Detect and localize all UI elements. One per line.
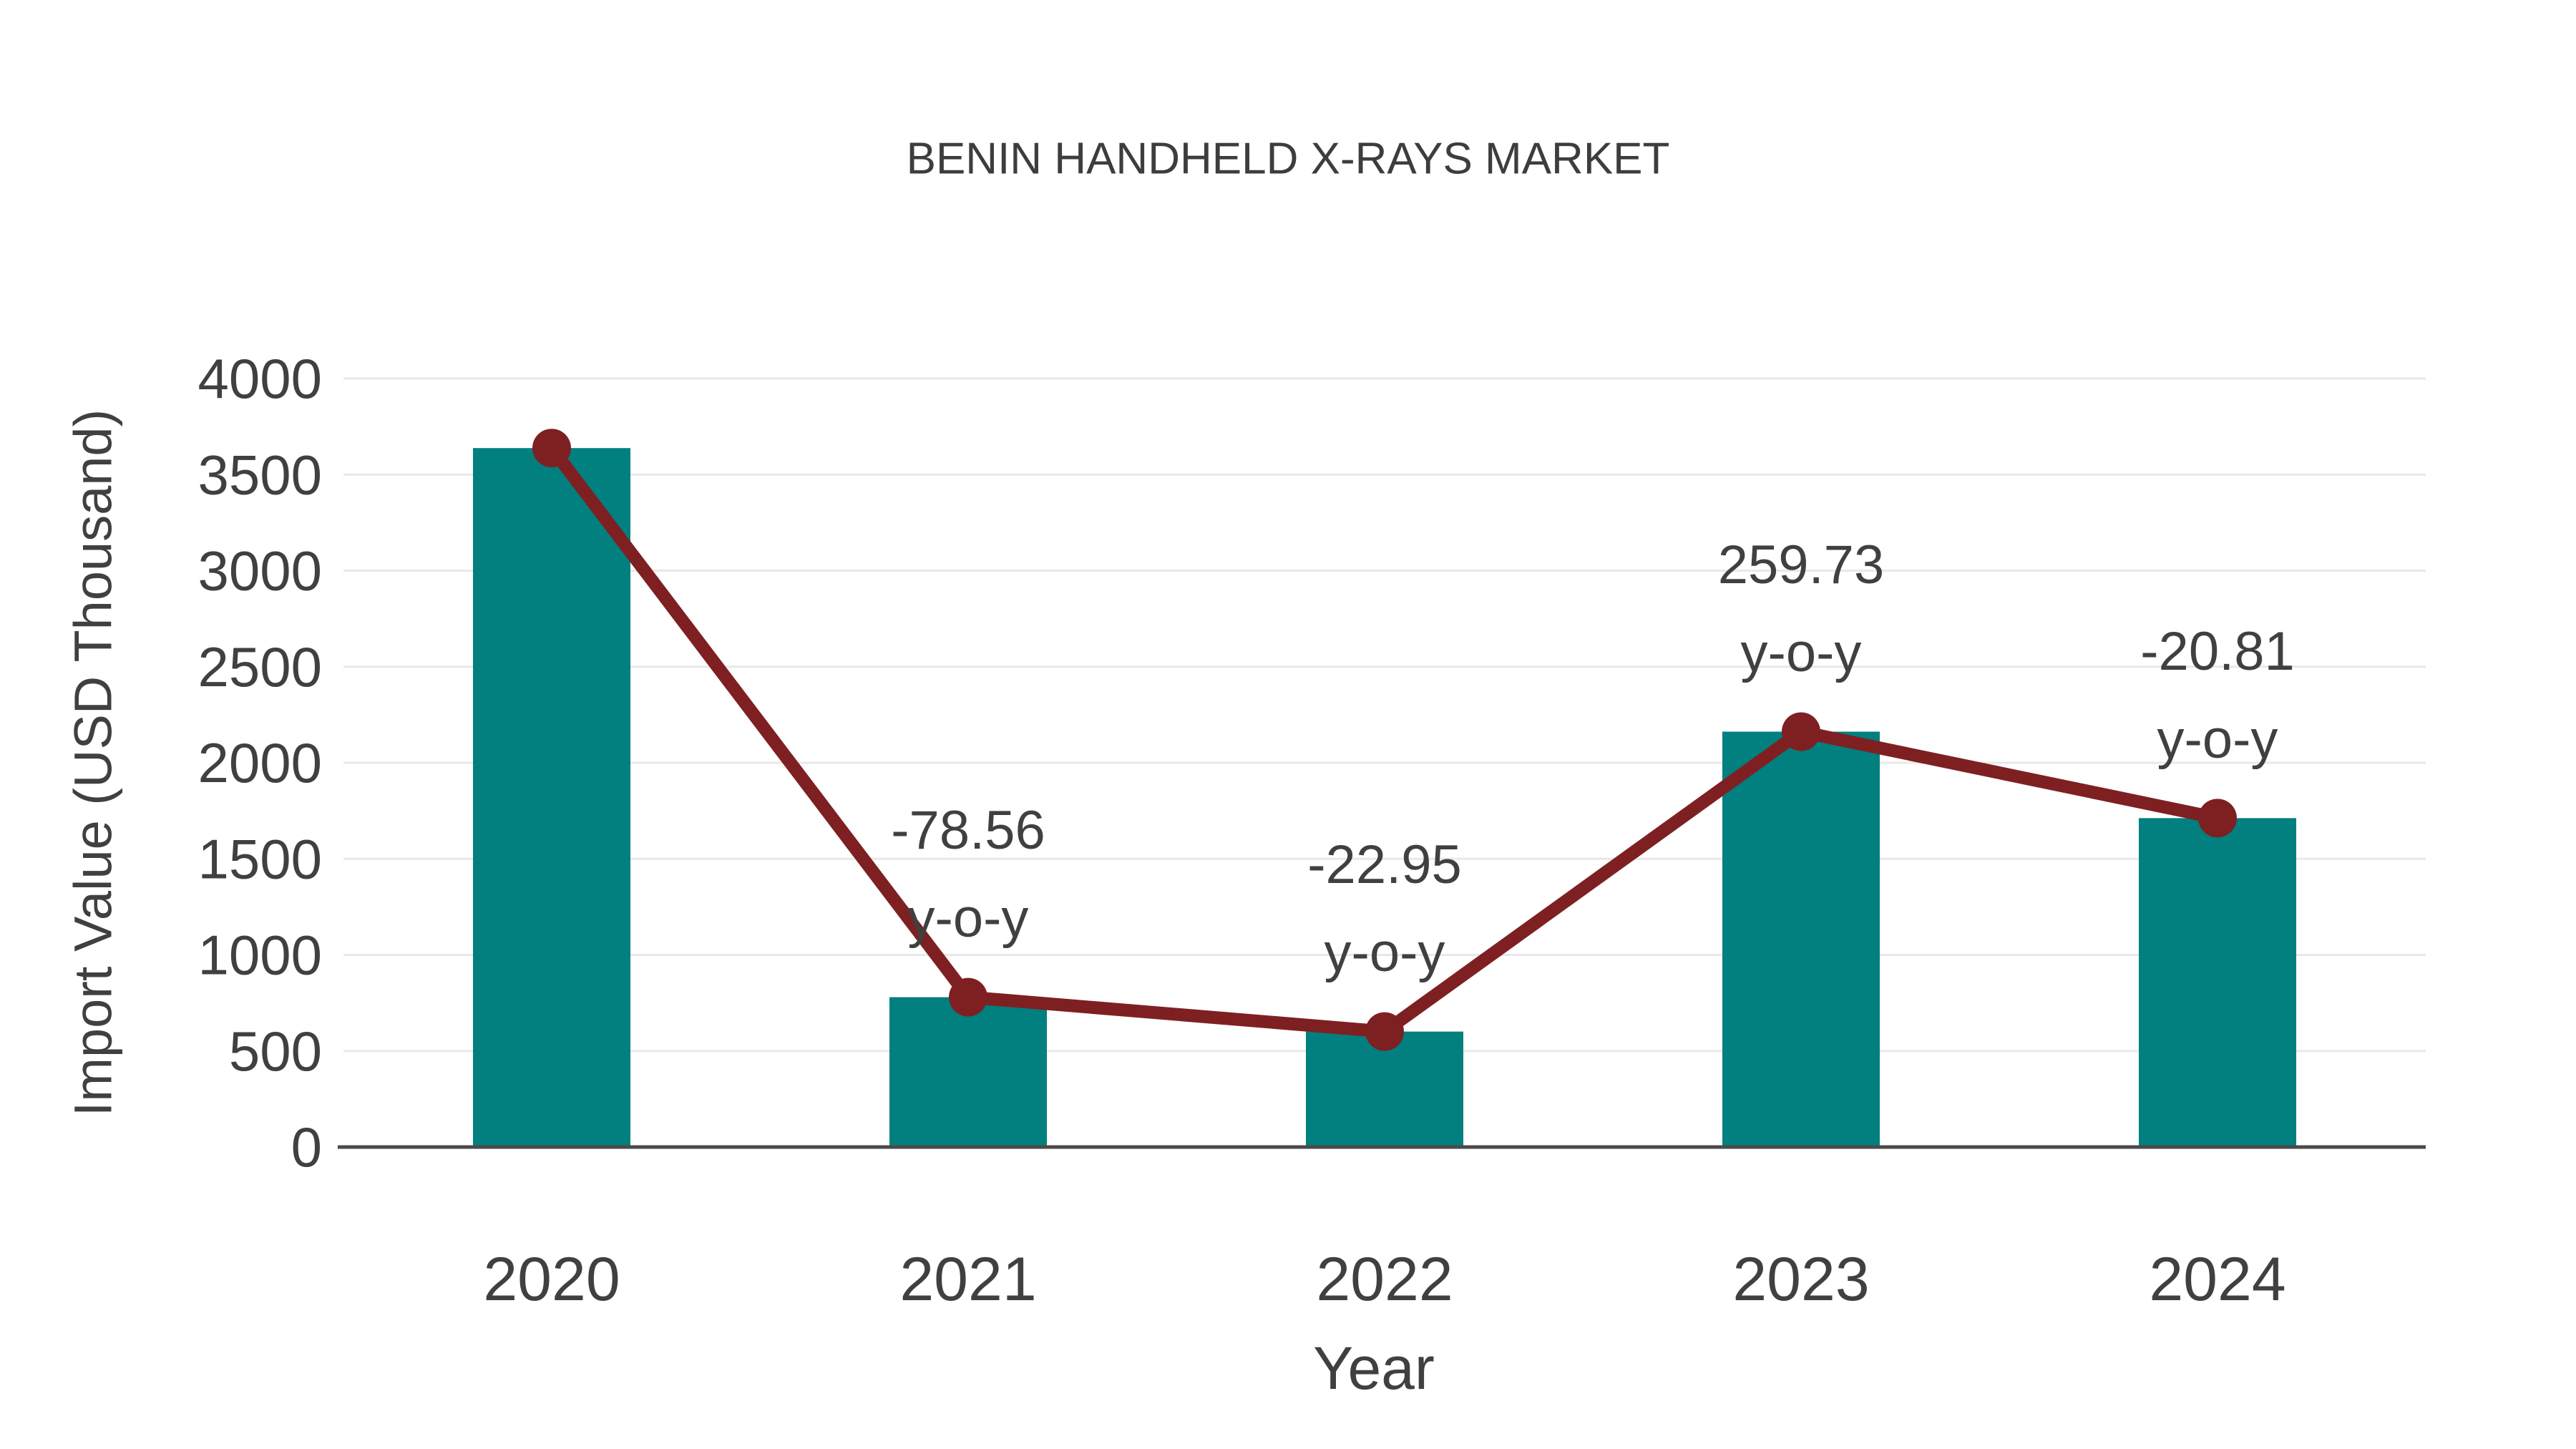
y-axis-tick-labels: 0 500 1000 1500 2000 2500 3000 3500 4000 (197, 347, 322, 1179)
x-tick-label-2024: 2024 (2149, 1245, 2285, 1314)
annotation-value-2024: -20.81 (2140, 621, 2295, 682)
annotations: -78.56 y-o-y -22.95 y-o-y 259.73 y-o-y -20.81 y… (891, 535, 2295, 983)
annotation-value-2021: -78.56 (891, 800, 1045, 861)
line-marker-2021 (949, 977, 987, 1017)
bar-2023 (1722, 731, 1880, 1147)
gridlines (343, 377, 2426, 1053)
annotation-value-2023: 259.73 (1718, 535, 1884, 595)
annotation-yoy-2021: y-o-y (908, 888, 1029, 949)
bar-series (473, 448, 2296, 1147)
line-marker-2023 (1782, 712, 1820, 751)
y-tick-label-500: 500 (229, 1020, 322, 1083)
chart-title: BENIN HANDHELD X-RAYS MARKET (907, 135, 1670, 184)
line-marker-2022 (1365, 1012, 1404, 1051)
y-tick-label-0: 0 (291, 1116, 322, 1179)
x-tick-label-2020: 2020 (483, 1245, 620, 1314)
annotation-yoy-2022: y-o-y (1324, 922, 1445, 983)
x-axis-tick-labels: 2020 2021 2022 2023 2024 (483, 1245, 2285, 1314)
y-tick-label-2500: 2500 (197, 635, 322, 698)
annotation-yoy-2023: y-o-y (1741, 623, 1862, 683)
x-tick-label-2023: 2023 (1732, 1245, 1869, 1314)
y-tick-label-2000: 2000 (197, 731, 322, 794)
y-axis-title: Import Value (USD Thousand) (64, 409, 123, 1117)
y-tick-label-1000: 1000 (197, 924, 322, 987)
bar-2020 (473, 448, 630, 1147)
y-tick-label-1500: 1500 (197, 827, 322, 890)
annotation-yoy-2024: y-o-y (2157, 709, 2278, 770)
x-tick-label-2021: 2021 (899, 1245, 1036, 1314)
line-series (532, 429, 2237, 1051)
bar-2024 (2139, 818, 2296, 1147)
y-tick-label-3000: 3000 (197, 540, 322, 602)
line-marker-2020 (532, 429, 571, 468)
y-tick-label-4000: 4000 (197, 347, 322, 410)
x-axis-title: Year (1313, 1335, 1435, 1402)
annotation-value-2022: -22.95 (1307, 834, 1462, 895)
line-marker-2024 (2198, 799, 2237, 838)
y-tick-label-3500: 3500 (197, 443, 322, 506)
x-tick-label-2022: 2022 (1316, 1245, 1453, 1314)
bar-2021 (889, 997, 1047, 1147)
